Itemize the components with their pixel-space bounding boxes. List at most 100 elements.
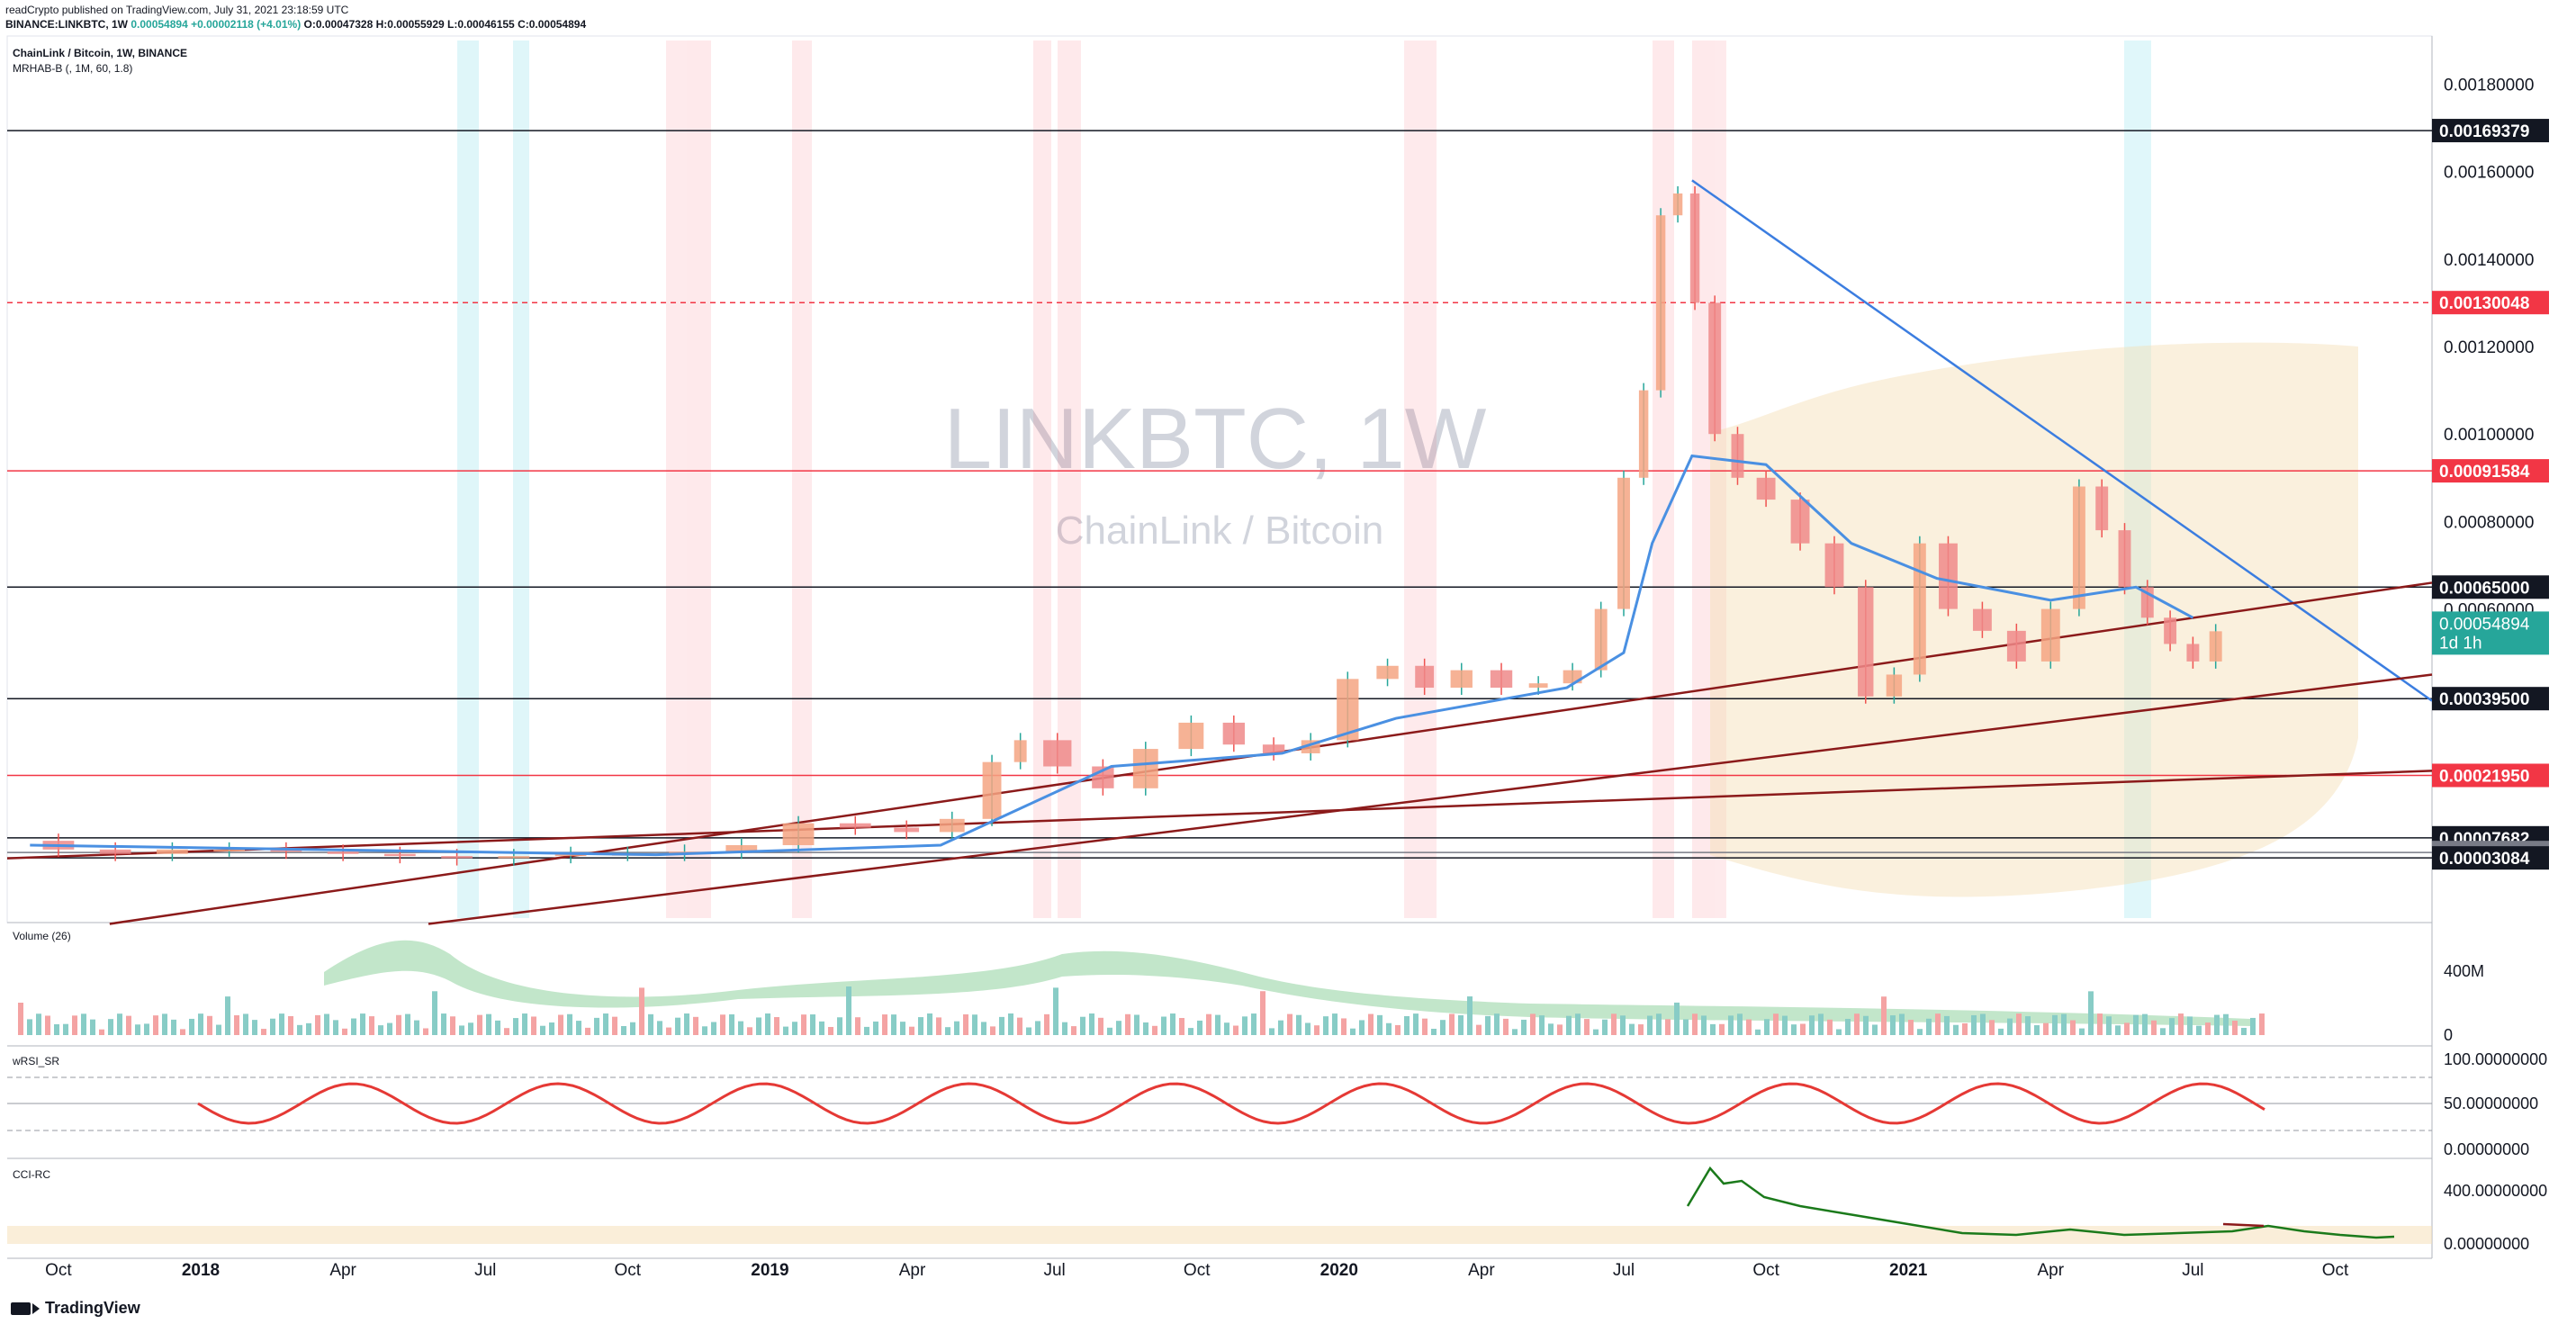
- volume-bar-25: [243, 1013, 248, 1035]
- indicator-legend-mrhab[interactable]: MRHAB-B (, 1M, 60, 1.8): [13, 62, 133, 75]
- main-pane-title[interactable]: ChainLink / Bitcoin, 1W, BINANCE: [13, 47, 188, 59]
- volume-bar-173: [1575, 1013, 1581, 1035]
- volume-bar-211: [1917, 1029, 1923, 1035]
- volume-bar-9: [99, 1029, 104, 1035]
- volume-bar-86: [792, 1022, 797, 1035]
- volume-bar-13: [135, 1024, 140, 1035]
- volume-bar-171: [1557, 1024, 1563, 1035]
- volume-bar-59: [549, 1022, 554, 1035]
- time-axis-tick-10: Apr: [1468, 1261, 1495, 1280]
- candle-body-7: [383, 853, 416, 857]
- time-axis-tick-9: 2020: [1320, 1261, 1358, 1280]
- volume-bar-240: [2178, 1013, 2184, 1035]
- volume-bar-206: [1872, 1024, 1878, 1035]
- wrsi-axis-100: 100.00000000: [2444, 1050, 2547, 1068]
- volume-bar-190: [1728, 1015, 1734, 1035]
- volume-bar-193: [1755, 1029, 1761, 1035]
- last-price-tag-value: 0.00054894: [2439, 615, 2530, 634]
- candle-body-9: [498, 856, 530, 859]
- volume-bar-48: [450, 1016, 455, 1035]
- volume-bar-139: [1269, 1028, 1274, 1035]
- candle-body-28: [1376, 665, 1399, 680]
- volume-bar-236: [2142, 1013, 2148, 1035]
- time-axis-tick-0: Oct: [45, 1261, 72, 1280]
- volume-bar-191: [1737, 1013, 1743, 1035]
- volume-bar-38: [360, 1013, 365, 1035]
- volume-bar-146: [1332, 1013, 1338, 1035]
- volume-bar-241: [2187, 1016, 2193, 1035]
- volume-bar-19: [189, 1018, 194, 1035]
- tradingview-brand[interactable]: TradingView: [11, 1299, 140, 1318]
- candle-body-20: [1043, 740, 1072, 767]
- volume-bar-17: [171, 1019, 176, 1035]
- volume-bar-147: [1341, 1018, 1347, 1035]
- volume-bar-12: [126, 1015, 131, 1035]
- candle-body-48: [1939, 543, 1958, 609]
- volume-bar-119: [1089, 1013, 1094, 1035]
- price-series-layer: [30, 185, 2222, 866]
- volume-bar-122: [1116, 1021, 1121, 1035]
- volume-bar-35: [333, 1020, 338, 1035]
- volume-bar-118: [1080, 1016, 1085, 1035]
- candle-body-17: [939, 818, 965, 833]
- wrsi-pane-label[interactable]: wRSI_SR: [13, 1055, 60, 1067]
- volume-bar-2: [36, 1013, 41, 1035]
- volume-bar-93: [855, 1017, 860, 1035]
- level-tag-bg-4: [2432, 687, 2549, 711]
- candle-body-58: [2209, 631, 2222, 662]
- volume-bar-228: [2070, 1020, 2076, 1035]
- wrsi-axis-0: 0.00000000: [2444, 1140, 2529, 1158]
- candle-body-13: [725, 844, 758, 852]
- volume-bar-235: [2133, 1014, 2139, 1035]
- volume-bar-44: [414, 1020, 419, 1035]
- volume-bar-184: [1674, 1002, 1680, 1035]
- volume-bar-226: [2052, 1014, 2058, 1035]
- volume-bar-172: [1566, 1015, 1572, 1035]
- candle-body-41: [1731, 434, 1744, 478]
- volume-bar-247: [2241, 1027, 2247, 1035]
- volume-bar-20: [198, 1013, 203, 1035]
- volume-bar-141: [1287, 1013, 1293, 1035]
- volume-bar-115: [1053, 987, 1058, 1035]
- volume-bar-110: [1008, 1013, 1013, 1035]
- price-axis-tick-3: 0.00120000: [2444, 338, 2534, 357]
- time-axis-tick-16: Oct: [2322, 1261, 2349, 1280]
- volume-bar-61: [567, 1013, 572, 1035]
- candle-body-24: [1222, 722, 1245, 745]
- volume-pane-label[interactable]: Volume (26): [13, 930, 71, 942]
- candle-body-14: [782, 823, 815, 845]
- cci-band: [7, 1226, 2432, 1244]
- volume-axis-zero: 0: [2444, 1026, 2453, 1044]
- volume-bar-78: [720, 1014, 725, 1035]
- volume-bar-8: [90, 1019, 95, 1035]
- candle-body-52: [2072, 486, 2085, 609]
- volume-bar-91: [837, 1017, 842, 1035]
- candle-body-50: [2006, 630, 2026, 662]
- volume-bar-137: [1251, 1013, 1256, 1035]
- volume-bar-231: [2097, 1013, 2103, 1035]
- price-level-tags: 0.00169379 0.00130048 0.00091584 0.00065000…: [2432, 119, 2549, 870]
- volume-bar-221: [2007, 1018, 2013, 1035]
- volume-bar-159: [1449, 1013, 1455, 1035]
- volume-bar-111: [1017, 1017, 1022, 1035]
- candle-body-38: [1672, 193, 1683, 216]
- trend-line-0: [1691, 179, 2433, 702]
- volume-bar-116: [1062, 1022, 1067, 1035]
- volume-bar-194: [1764, 1019, 1770, 1035]
- time-axis-tick-1: 2018: [182, 1261, 220, 1280]
- volume-bar-83: [765, 1013, 770, 1035]
- volume-bar-223: [2025, 1016, 2031, 1035]
- candle-body-8: [441, 856, 473, 859]
- ohlc-line: BINANCE:LINKBTC, 1W 0.00054894 +0.000021…: [5, 18, 586, 31]
- volume-bar-109: [999, 1016, 1004, 1035]
- trend-line-3: [6, 770, 2433, 860]
- level-tag-label-2: 0.00091584: [2439, 463, 2530, 482]
- volume-bar-164: [1494, 1013, 1500, 1035]
- tradingview-brand-label: TradingView: [45, 1299, 140, 1317]
- volume-bar-94: [864, 1026, 869, 1035]
- cci-pane-label[interactable]: CCI-RC: [13, 1168, 50, 1181]
- volume-bar-18: [180, 1029, 185, 1035]
- volume-bars: [18, 986, 2265, 1035]
- volume-bar-68: [630, 1022, 635, 1035]
